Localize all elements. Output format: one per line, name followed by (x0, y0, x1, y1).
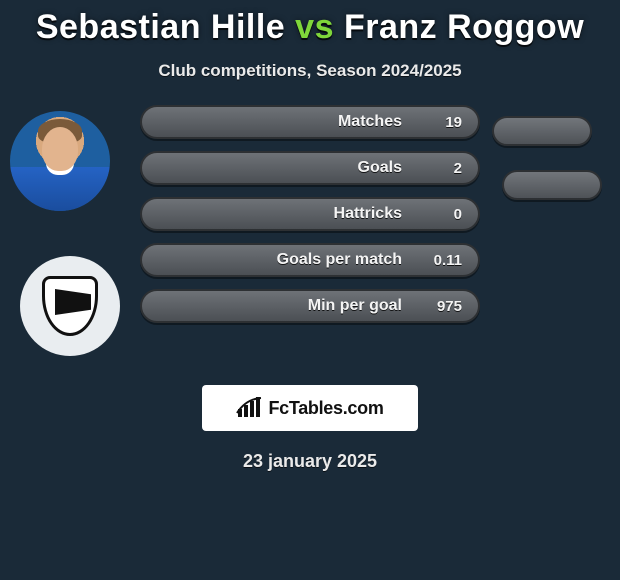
player1-avatar (10, 111, 110, 211)
stat-row-matches: Matches 19 (140, 105, 480, 139)
stat-label: Goals per match (142, 251, 412, 269)
bar-chart-icon (236, 397, 262, 419)
stat-value: 0.11 (412, 252, 462, 269)
stat-value: 0 (412, 206, 462, 223)
stat-label: Min per goal (142, 297, 412, 315)
comparison-panel: Matches 19 Goals 2 Hattricks 0 Goals per… (0, 111, 620, 361)
subtitle: Club competitions, Season 2024/2025 (0, 61, 620, 81)
stat-row-goals-per-match: Goals per match 0.11 (140, 243, 480, 277)
stat-value: 975 (412, 298, 462, 315)
stats-list: Matches 19 Goals 2 Hattricks 0 Goals per… (140, 105, 480, 335)
player2-pill-goals (502, 170, 602, 200)
club-shield-icon (42, 276, 98, 336)
stat-label: Hattricks (142, 205, 412, 223)
stat-row-goals: Goals 2 (140, 151, 480, 185)
player2-pill-matches (492, 116, 592, 146)
brand-badge: FcTables.com (202, 385, 418, 431)
club-flag-icon (55, 289, 91, 315)
player1-name: Sebastian Hille (36, 8, 285, 46)
avatar-face (42, 127, 78, 171)
brand-text: FcTables.com (268, 398, 383, 419)
stat-label: Goals (142, 159, 412, 177)
vs-label: vs (295, 8, 334, 46)
stat-row-min-per-goal: Min per goal 975 (140, 289, 480, 323)
club-logo (20, 256, 120, 356)
stat-value: 19 (412, 114, 462, 131)
page-title: Sebastian Hille vs Franz Roggow (0, 0, 620, 47)
player2-name: Franz Roggow (344, 8, 584, 46)
stat-label: Matches (142, 113, 412, 131)
stat-row-hattricks: Hattricks 0 (140, 197, 480, 231)
stat-value: 2 (412, 160, 462, 177)
footer-date: 23 january 2025 (0, 451, 620, 472)
